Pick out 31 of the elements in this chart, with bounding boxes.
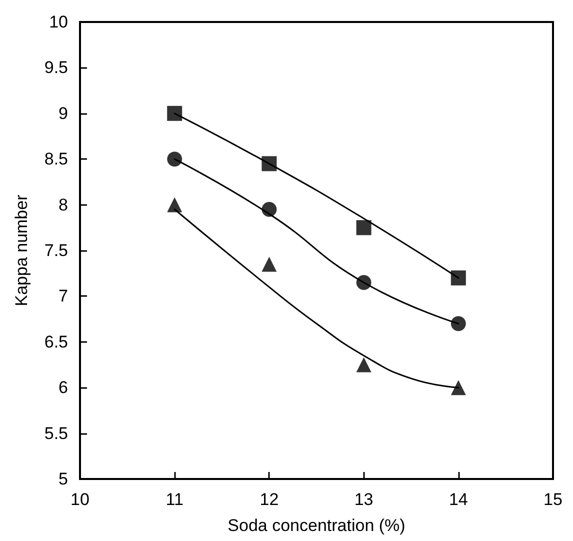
y-tick-label: 9 [58,104,68,123]
point [450,270,466,286]
x-tick-label: 12 [260,490,279,509]
y-tick-label: 9.5 [44,58,68,78]
x-tick-label: 10 [70,490,90,509]
x-tick-label: 14 [448,490,468,509]
x-tick-label: 11 [166,490,184,509]
point [356,274,372,290]
point [262,202,277,217]
y-tick-label: 10 [49,12,68,32]
y-tick-label: 6.5 [44,332,68,352]
point [356,357,372,372]
point [167,197,182,212]
point [450,380,466,396]
x-tick-label: 15 [544,490,562,509]
point [167,106,182,121]
y-tick-label: 6 [58,378,68,398]
y-tick-label: 7.5 [44,241,68,260]
point [262,156,277,172]
y-tick-label: 8 [58,195,68,214]
point [450,316,466,332]
y-tick-label: 8.5 [44,150,68,169]
y-tick-label: 5 [58,470,68,488]
y-tick-label: 5.5 [44,424,68,443]
point [262,256,277,272]
y-axis-title: Kappa number [12,194,31,306]
x-tick-label: 13 [354,490,374,509]
point [356,220,372,236]
point [167,152,182,167]
y-tick-label: 7 [58,286,68,306]
x-axis-title: Soda concentration (%) [228,516,406,535]
